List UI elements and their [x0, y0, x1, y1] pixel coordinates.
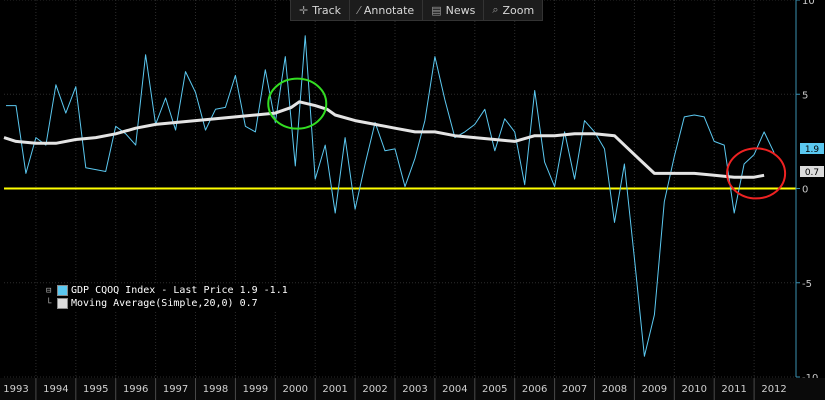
chart-toolbar: ✛ Track ⁄ Annotate ▤ News ⌕ Zoom — [290, 0, 544, 21]
y-tick-label: -5 — [802, 279, 812, 290]
y-tick-label: 10 — [802, 0, 815, 7]
x-tick-label: 2004 — [442, 384, 467, 395]
x-tick-label: 2011 — [721, 384, 746, 395]
x-tick-label: 2002 — [362, 384, 387, 395]
x-tick-label: 2010 — [682, 384, 707, 395]
annotation-circle-green — [267, 77, 328, 130]
legend-tree-icon: └ — [46, 298, 52, 309]
annotate-icon: ⁄ — [358, 3, 360, 17]
zoom-icon: ⌕ — [492, 3, 499, 16]
legend-item-gdp[interactable]: ⊟ GDP CQOQ Index - Last Price 1.9 -1.1 — [46, 284, 288, 297]
x-axis-band — [0, 378, 825, 400]
x-tick-label: 2001 — [322, 384, 347, 395]
x-tick-label: 1997 — [163, 384, 188, 395]
annotate-button[interactable]: ⁄ Annotate — [350, 0, 424, 20]
x-tick-label: 1998 — [203, 384, 228, 395]
last-price-badge-label: 1.9 — [805, 145, 820, 155]
x-axis: 1993 1994 1995 1996 1997 1998 1999 2000 2001 2002… — [0, 378, 825, 400]
x-tick-label: 2005 — [482, 384, 507, 395]
legend-label-gdp: GDP CQOQ Index - Last Price 1.9 -1.1 — [71, 285, 288, 296]
moving-average-badge-label: 0.7 — [805, 168, 819, 178]
x-tick-label: 1996 — [123, 384, 148, 395]
series-layer — [3, 35, 775, 357]
news-label: News — [445, 3, 476, 17]
x-tick-label: 2008 — [602, 384, 627, 395]
legend-swatch-moving-average — [57, 298, 68, 309]
x-tick-label: 2006 — [522, 384, 547, 395]
annotation-circle-red — [726, 147, 787, 200]
zoom-button[interactable]: ⌕ Zoom — [484, 0, 542, 20]
x-tick-label: 2003 — [402, 384, 427, 395]
y-tick-label: 0 — [802, 185, 808, 196]
legend-swatch-gdp — [57, 285, 68, 296]
news-button[interactable]: ▤ News — [423, 0, 485, 20]
legend-label-moving-average: Moving Average(Simple,20,0) 0.7 — [71, 298, 258, 309]
y-tick-label: 5 — [802, 90, 808, 101]
x-tick-label: 2009 — [642, 384, 667, 395]
annotations-layer — [267, 77, 787, 200]
zoom-label: Zoom — [502, 3, 535, 17]
x-tick-label: 2012 — [761, 384, 786, 395]
series-line-moving-average — [3, 100, 765, 179]
x-tick-label: 1999 — [243, 384, 268, 395]
news-icon: ▤ — [431, 3, 442, 17]
value-badges: 1.9 0.7 — [800, 143, 824, 178]
moving-average-badge — [800, 166, 824, 177]
x-tick-label: 2000 — [283, 384, 308, 395]
x-tick-label: 1994 — [43, 384, 68, 395]
track-button[interactable]: ✛ Track — [291, 0, 351, 20]
x-tick-label: 1995 — [83, 384, 108, 395]
x-tick-label: 2007 — [562, 384, 587, 395]
chart-legend: ⊟ GDP CQOQ Index - Last Price 1.9 -1.1 └… — [46, 284, 288, 310]
legend-expand-icon: ⊟ — [46, 285, 52, 296]
annotate-label: Annotate — [363, 3, 415, 17]
last-price-badge — [800, 143, 824, 154]
plus-icon: ✛ — [299, 3, 309, 17]
x-tick-label: 1993 — [3, 384, 28, 395]
legend-item-moving-average[interactable]: └ Moving Average(Simple,20,0) 0.7 — [46, 297, 288, 310]
series-line-gdp — [6, 35, 775, 357]
track-label: Track — [312, 3, 342, 17]
